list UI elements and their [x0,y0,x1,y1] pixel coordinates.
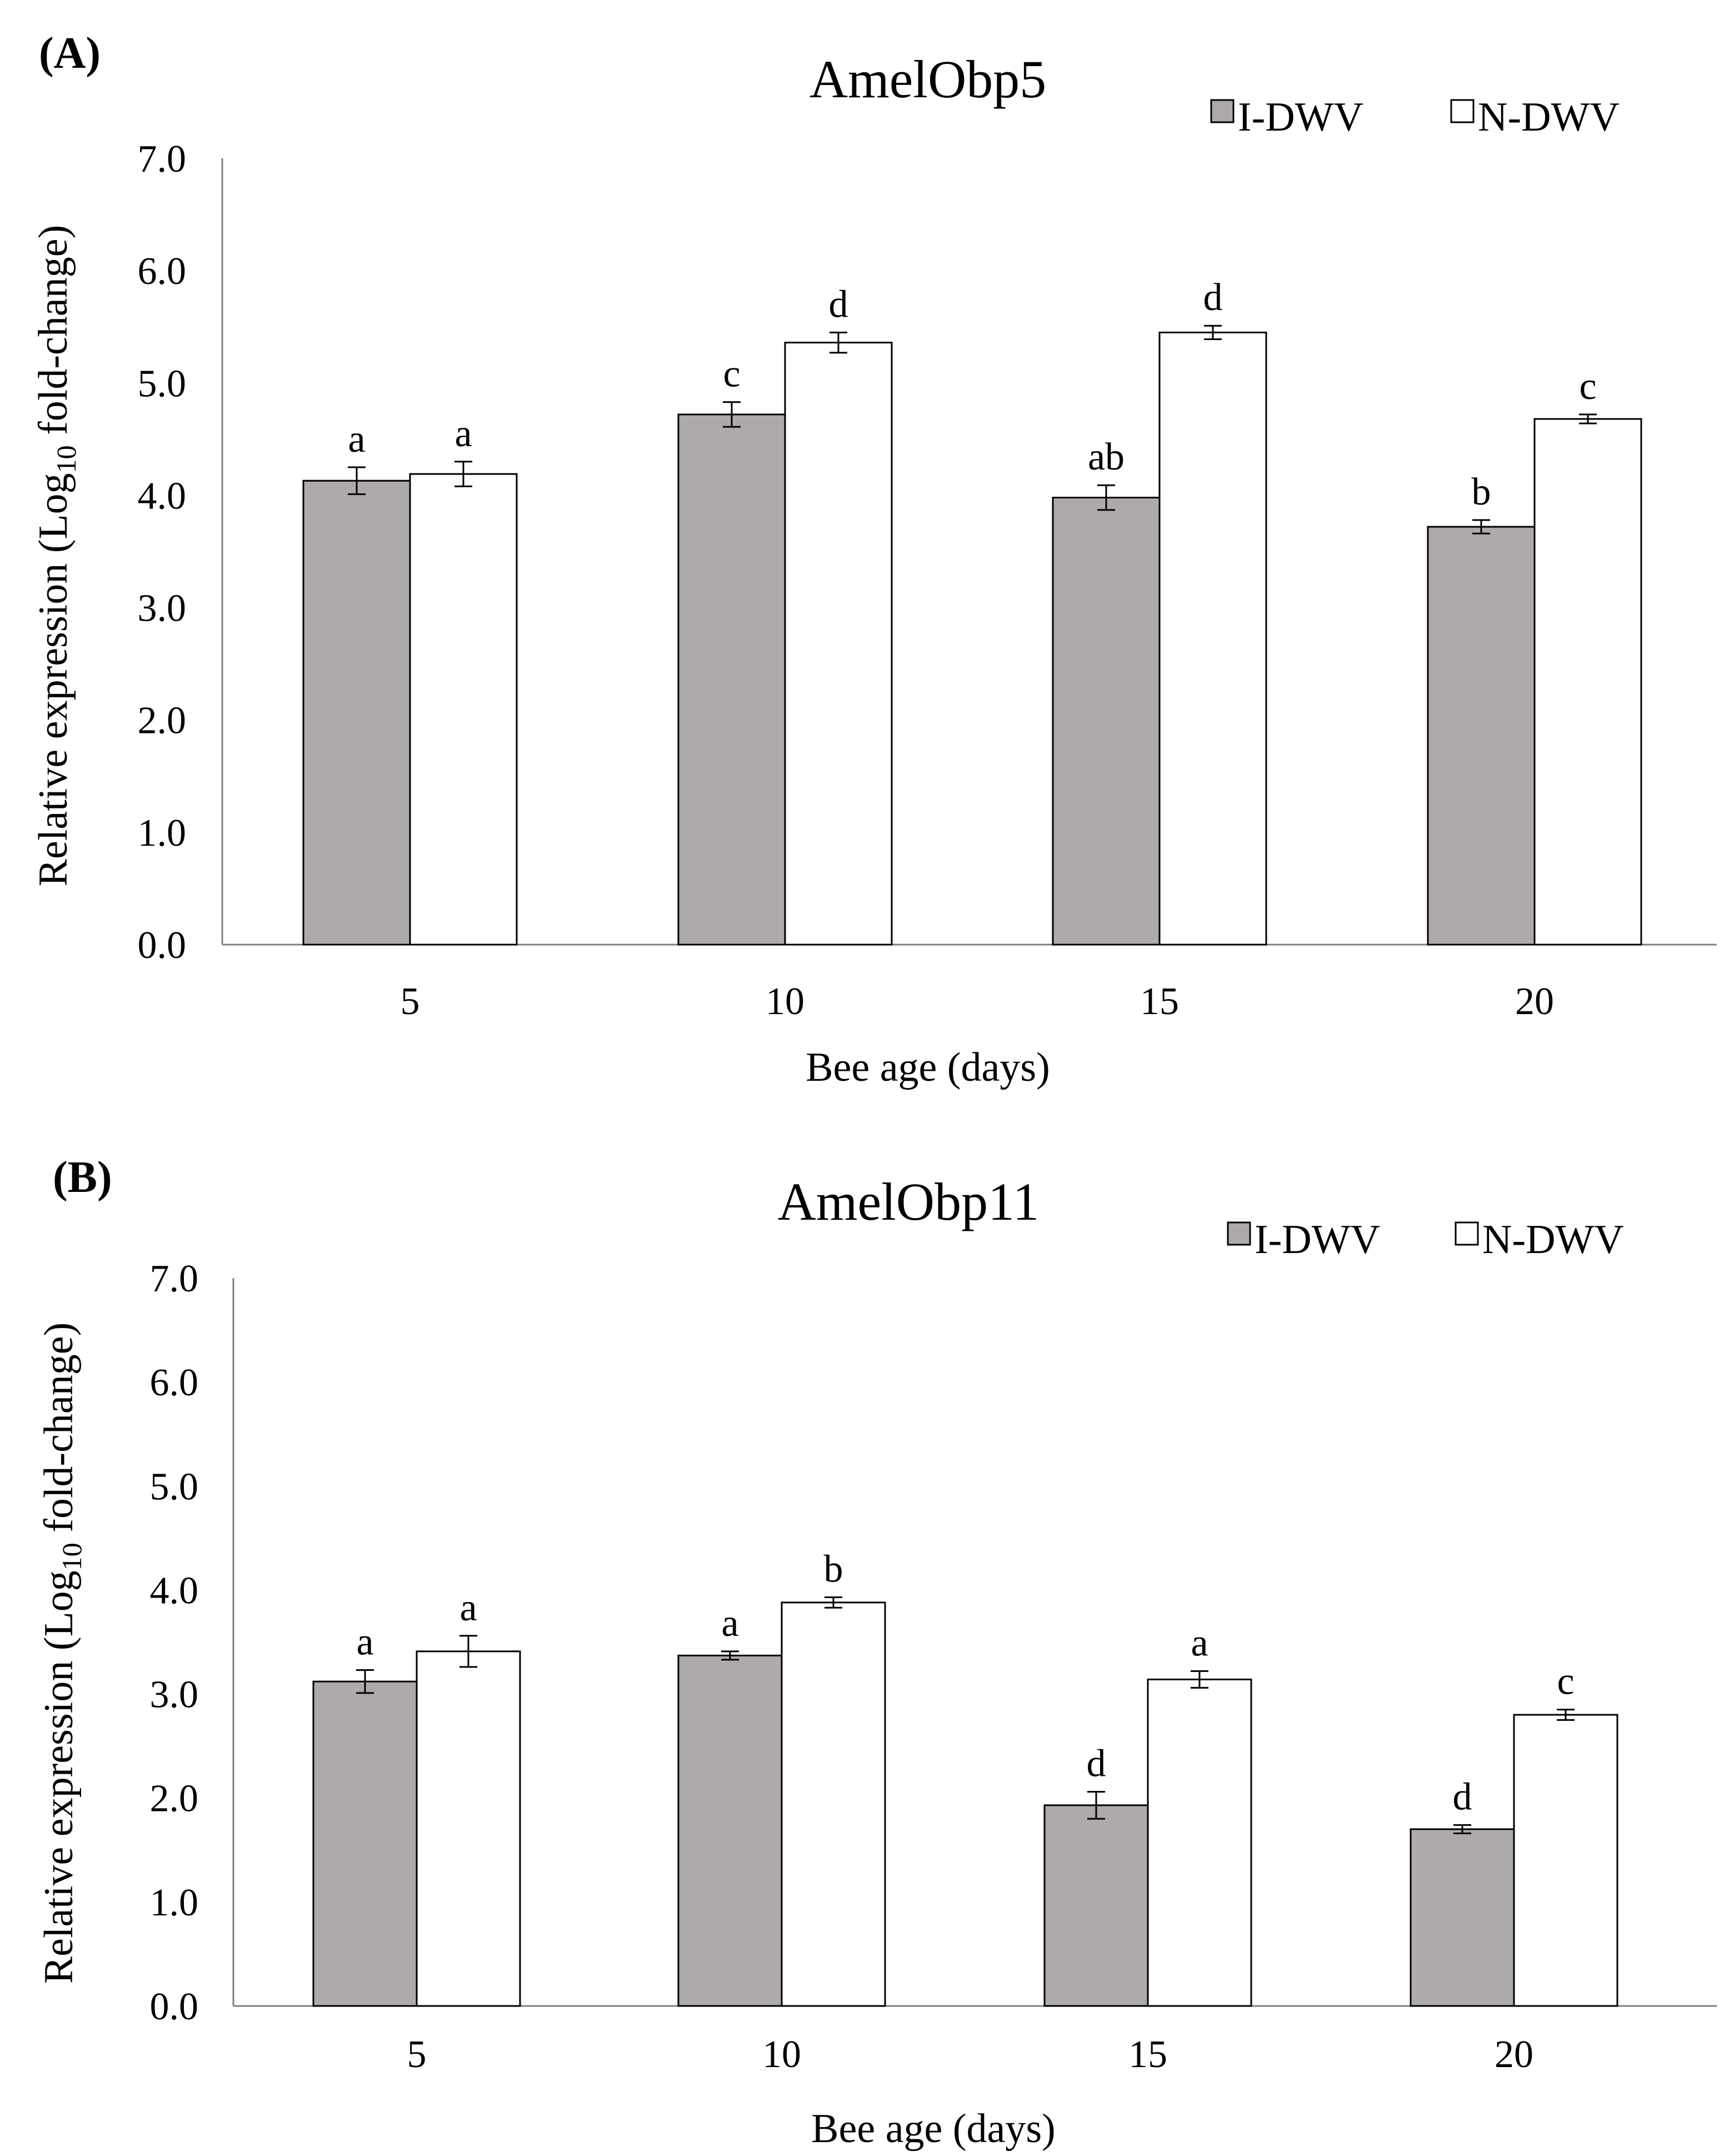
bar-i-dwv-15 [1043,1804,1149,2007]
y-tick-label: 0.0 [150,1985,199,2028]
significance-label: b [824,1548,843,1591]
bar-n-dwv-15 [1147,1678,1252,2007]
x-tick-label: 5 [401,980,420,1023]
bar-i-dwv-15 [1052,496,1161,946]
y-tick-label: 6.0 [150,1361,199,1404]
legend-label: I-DWV [1255,1217,1380,1262]
y-tick-label: 5.0 [150,1465,199,1508]
y-tick-label: 1.0 [138,812,187,855]
bar-i-dwv-20 [1427,526,1536,946]
x-tick-label: 15 [1128,2033,1167,2076]
bar-n-dwv-5 [409,473,518,946]
x-axis-title: Bee age (days) [811,2106,1056,2152]
y-tick-label: 7.0 [138,138,187,181]
x-axis-title: Bee age (days) [806,1045,1050,1090]
significance-label: a [1191,1621,1208,1664]
significance-label: c [723,353,740,396]
y-axis-title: Relative expression (Log10 fold-change) [36,1322,87,1984]
legend-label: N-DWV [1478,94,1620,140]
y-tick-label: 1.0 [150,1881,199,1924]
chart-title: AmelObp11 [777,1172,1039,1231]
bar-n-dwv-10 [784,342,893,946]
chart-panel-b: (B) AmelObp11 0.0 1.0 2.0 3.0 4.0 5.0 6.0 7.0 5 10 1… [0,1117,1729,2156]
y-axis-title: Relative expression (Log10 fold-change) [31,225,82,886]
bar-n-dwv-20 [1513,1714,1618,2007]
legend-swatch-n-dwv [1455,1221,1479,1246]
chart-svg-a: (A) AmelObp5 0.0 1.0 2.0 3.0 4.0 5.0 6.0 7.0 5 10 15… [31,29,1717,1090]
bar-n-dwv-20 [1533,418,1642,946]
y-tick-label: 4.0 [150,1569,199,1612]
y-axis-title-subscript: 10 [56,1543,87,1570]
significance-label: d [1203,276,1223,319]
legend-label: N-DWV [1482,1217,1624,1262]
panel-label: (A) [39,29,101,78]
y-tick-label: 2.0 [138,700,187,742]
significance-label: ab [1088,436,1125,478]
y-axis-title-tail: fold-change) [36,1322,82,1543]
bar-i-dwv-5 [312,1680,418,2007]
chart-panel-a: (A) AmelObp5 0.0 1.0 2.0 3.0 4.0 5.0 6.0 7.0 5 10 15… [31,29,1717,1090]
x-tick-label: 20 [1515,980,1554,1023]
significance-label: d [1087,1742,1106,1785]
x-tick-label: 10 [762,2033,801,2076]
bar-n-dwv-10 [781,1601,886,2007]
y-axis-title-main: Relative expression (Log [31,473,76,886]
y-axis-title-main: Relative expression (Log [36,1570,82,1984]
significance-label: c [1579,365,1596,408]
x-tick-label: 10 [766,980,804,1023]
y-tick-label: 7.0 [150,1257,199,1300]
legend-label: I-DWV [1238,94,1363,140]
y-tick-label: 5.0 [138,362,187,405]
significance-label: a [459,1586,477,1629]
x-tick-label: 20 [1495,2033,1533,2076]
chart-svg-b: (B) AmelObp11 0.0 1.0 2.0 3.0 4.0 5.0 6.0 7.0 5 10 1… [36,1153,1717,2152]
y-tick-label: 3.0 [150,1674,199,1716]
y-axis-title-subscript: 10 [51,445,82,473]
x-tick-label: 15 [1140,980,1179,1023]
panel-label: (B) [53,1153,112,1202]
legend-swatch-i-dwv [1210,99,1235,123]
significance-label: a [356,1621,373,1664]
significance-label: d [1453,1775,1472,1818]
significance-label: d [829,283,848,326]
significance-label: c [1557,1660,1574,1703]
significance-label: a [721,1602,738,1645]
bar-n-dwv-15 [1158,331,1267,946]
bar-i-dwv-10 [677,413,786,946]
y-tick-label: 2.0 [150,1778,199,1820]
bar-n-dwv-5 [416,1650,521,2007]
y-tick-label: 4.0 [138,475,187,517]
legend-swatch-i-dwv [1227,1221,1251,1246]
x-tick-label: 5 [407,2033,427,2076]
significance-label: b [1472,471,1491,513]
y-axis-title-tail: fold-change) [31,225,76,446]
bar-i-dwv-20 [1410,1828,1515,2007]
bar-i-dwv-5 [302,480,411,946]
bar-i-dwv-10 [677,1654,783,2007]
significance-label: a [348,418,365,461]
y-tick-label: 0.0 [138,924,187,967]
legend-swatch-n-dwv [1450,99,1475,123]
y-tick-label: 3.0 [138,587,187,630]
y-tick-label: 6.0 [138,250,187,293]
chart-title: AmelObp5 [809,49,1047,109]
significance-label: a [454,412,472,455]
